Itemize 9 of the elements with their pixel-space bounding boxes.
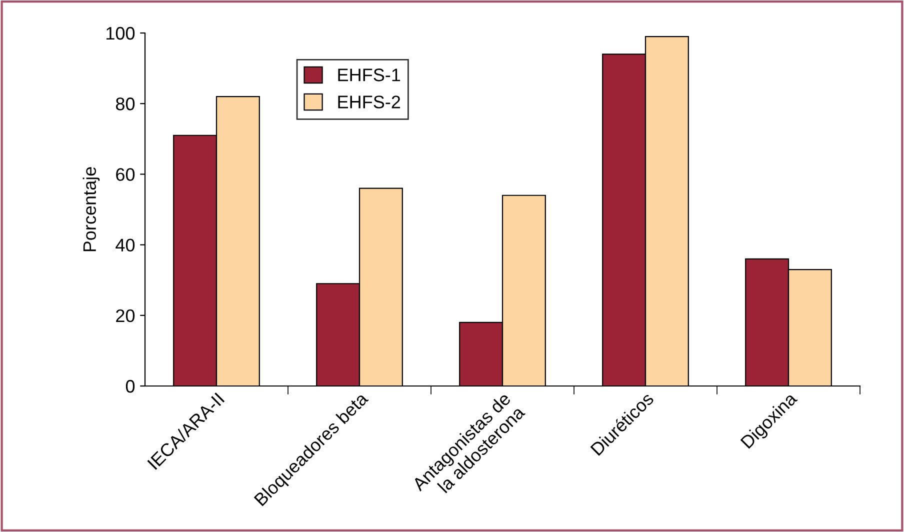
y-tick-label: 60 (116, 168, 135, 181)
y-tick-label: 20 (116, 309, 135, 322)
y-tick-label: 40 (116, 238, 135, 252)
legend-label: EHFS-1 (338, 68, 400, 82)
y-axis-title: Porcentaje (82, 167, 100, 252)
y-tick-label: 80 (116, 98, 135, 110)
legend-label: EHFS-2 (338, 96, 400, 108)
y-tick-label: 0 (126, 380, 135, 393)
y-tick-label: 100 (106, 26, 135, 40)
